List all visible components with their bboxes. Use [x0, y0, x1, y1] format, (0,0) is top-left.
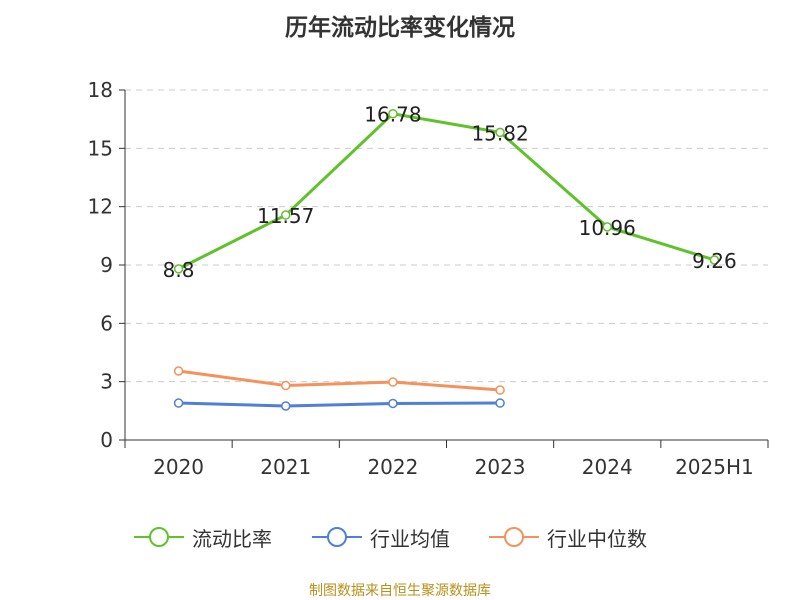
legend: 流动比率 行业均值 行业中位数 — [0, 520, 800, 554]
data-labels: 8.8 11.57 16.78 15.82 10.96 9.26 — [163, 103, 737, 282]
legend-label: 行业中位数 — [547, 526, 647, 551]
data-point[interactable] — [495, 385, 505, 395]
series-line — [177, 112, 715, 271]
legend-item-industry-median[interactable]: 行业中位数 — [489, 520, 647, 554]
x-tick-label: 2021 — [260, 455, 311, 479]
data-point[interactable] — [602, 222, 612, 232]
data-label: 16.78 — [364, 103, 421, 127]
axes: 0 3 6 9 12 15 18 2020 2021 2022 2023 2024 2025H1 — [88, 78, 769, 479]
y-tick-label: 3 — [100, 370, 113, 394]
data-source-note: 制图数据来自恒生聚源数据库 — [309, 583, 491, 599]
x-tick-label: 2023 — [475, 455, 526, 479]
series-lines — [173, 108, 720, 411]
y-tick-label: 6 — [100, 311, 113, 335]
x-tick-label: 2025H1 — [675, 455, 754, 479]
data-point[interactable] — [173, 264, 184, 274]
data-point[interactable] — [281, 210, 291, 220]
chart-title: 历年流动比率变化情况 — [285, 15, 515, 41]
y-tick-label: 15 — [88, 136, 113, 160]
data-label: 15.82 — [471, 121, 528, 145]
data-point[interactable] — [281, 380, 291, 391]
legend-label: 流动比率 — [192, 526, 272, 551]
series-line — [178, 369, 501, 392]
legend-marker-current-ratio — [134, 527, 184, 547]
grid-lines — [125, 89, 768, 383]
legend-item-industry-mean[interactable]: 行业均值 — [312, 520, 450, 554]
y-tick-label: 18 — [88, 78, 113, 102]
y-tick-label: 9 — [100, 253, 113, 277]
legend-marker-industry-median — [489, 527, 539, 547]
data-point[interactable] — [173, 398, 184, 408]
data-point[interactable] — [173, 366, 184, 376]
legend-item-current-ratio[interactable]: 流动比率 — [134, 520, 272, 554]
data-label: 11.57 — [257, 204, 314, 228]
data-point[interactable] — [495, 398, 505, 408]
legend-label: 行业均值 — [370, 526, 450, 551]
data-label: 9.26 — [692, 249, 737, 273]
data-point[interactable] — [281, 401, 291, 411]
x-tick-label: 2022 — [367, 455, 418, 479]
x-tick-label: 2024 — [582, 455, 633, 479]
data-point[interactable] — [495, 127, 505, 138]
data-point[interactable] — [388, 398, 398, 409]
data-label: 10.96 — [579, 216, 636, 240]
y-tick-label: 12 — [88, 195, 113, 219]
series-line — [178, 401, 501, 408]
data-label: 8.8 — [163, 258, 195, 282]
y-tick-label: 0 — [100, 428, 113, 452]
data-point[interactable] — [388, 108, 398, 119]
data-point[interactable] — [388, 377, 398, 387]
data-point[interactable] — [709, 255, 720, 265]
x-tick-label: 2020 — [153, 455, 204, 479]
legend-marker-industry-mean — [312, 527, 362, 547]
